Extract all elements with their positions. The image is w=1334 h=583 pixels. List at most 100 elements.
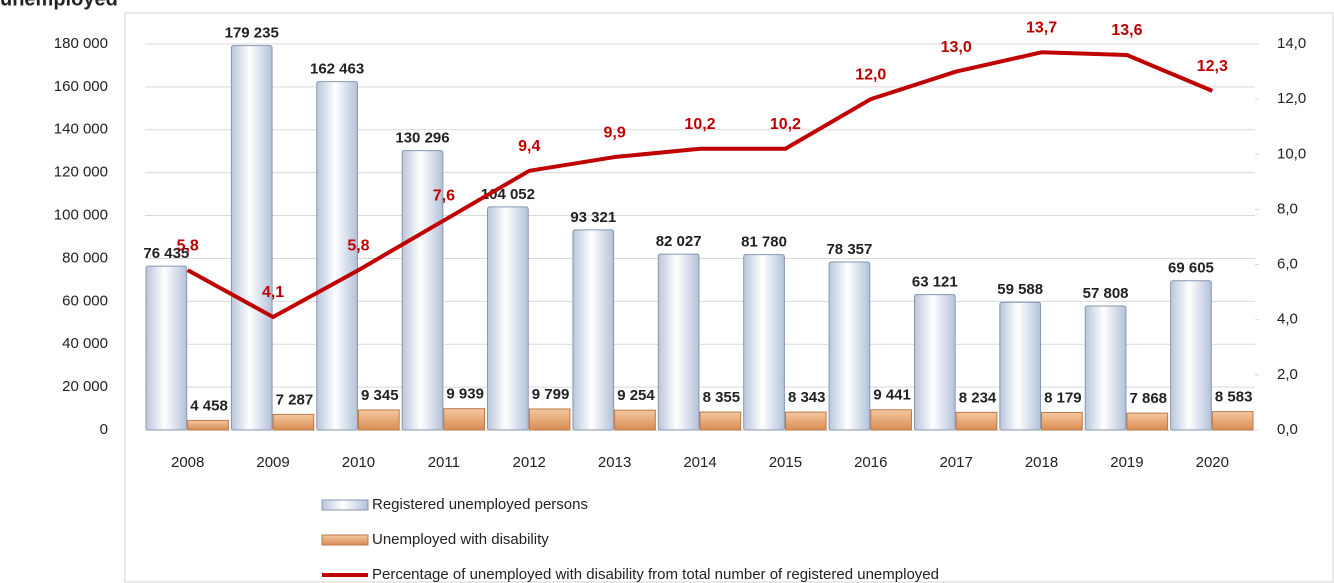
bar	[357, 409, 400, 431]
bar-label: 9 441	[873, 387, 911, 404]
line	[186, 50, 1214, 319]
y2-tick-label: 2,0	[1277, 366, 1298, 383]
bar-label: 9 939	[446, 386, 484, 403]
bar-label: 4 458	[190, 397, 228, 414]
y2-tick-label: 8,0	[1277, 200, 1298, 217]
line-label: 5,8	[347, 237, 369, 254]
bar	[699, 411, 742, 431]
bar-label: 9 345	[361, 387, 399, 404]
bar-label: 8 583	[1215, 389, 1253, 406]
x-tick-label: 2017	[939, 454, 972, 471]
bar	[187, 419, 229, 431]
x-tick-label: 2009	[256, 454, 289, 471]
y2-tick-label: 12,0	[1277, 90, 1306, 107]
bar	[316, 81, 358, 431]
y-tick-label: 40 000	[62, 335, 108, 352]
chart-title: unemployed	[0, 0, 118, 10]
bar	[487, 206, 529, 431]
x-tick-label: 2013	[598, 454, 631, 471]
bar-label: 7 868	[1129, 390, 1167, 407]
y-tick-label: 100 000	[54, 207, 108, 224]
x-tick-label: 2018	[1025, 454, 1058, 471]
y-tick-label: 20 000	[62, 378, 108, 395]
line-label: 12,0	[855, 66, 886, 83]
bar	[657, 253, 700, 431]
x-tick-label: 2019	[1110, 454, 1143, 471]
bar	[614, 409, 656, 431]
bar-label: 8 179	[1044, 389, 1082, 406]
line-label: 13,7	[1026, 19, 1057, 36]
line-label: 9,4	[518, 138, 540, 155]
bar	[443, 408, 486, 431]
bar	[1170, 280, 1212, 431]
bar-label: 9 799	[532, 386, 570, 403]
legend-swatch	[321, 499, 369, 511]
x-tick-label: 2016	[854, 454, 887, 471]
bar-label: 9 254	[617, 387, 655, 404]
line-label: 10,2	[684, 116, 715, 133]
bar	[145, 265, 188, 431]
y2-tick-label: 10,0	[1277, 145, 1306, 162]
legend-label: Unemployed with disability	[372, 531, 549, 548]
bar	[1084, 305, 1127, 431]
x-tick-label: 2011	[428, 454, 460, 471]
bar	[572, 229, 615, 431]
bar	[1126, 412, 1169, 431]
bar	[230, 45, 273, 431]
bar	[828, 261, 871, 431]
bar	[999, 301, 1042, 431]
legend-label: Percentage of unemployed with disability…	[372, 566, 939, 583]
bar-label: 130 296	[395, 130, 449, 147]
x-tick-label: 2008	[171, 454, 204, 471]
frame	[124, 12, 1334, 583]
line-label: 12,3	[1197, 58, 1228, 75]
y-tick-label: 0	[100, 421, 108, 438]
x-tick-label: 2020	[1196, 454, 1229, 471]
bar-label: 8 355	[703, 389, 741, 406]
bar-label: 179 235	[225, 25, 279, 42]
x-tick-label: 2015	[769, 454, 802, 471]
line-label: 13,6	[1111, 22, 1142, 39]
legend-label: Registered unemployed persons	[372, 496, 588, 513]
bar	[528, 408, 571, 431]
line-label: 5,8	[177, 237, 199, 254]
bar-label: 8 234	[959, 389, 997, 406]
x-tick-label: 2014	[683, 454, 716, 471]
bar	[401, 150, 444, 431]
bar	[1041, 411, 1083, 431]
line-label: 9,9	[603, 124, 625, 141]
bar	[1211, 411, 1254, 431]
y2-tick-label: 14,0	[1277, 35, 1306, 52]
bar	[870, 409, 912, 431]
bar-label: 93 321	[570, 209, 616, 226]
bar-label: 59 588	[997, 281, 1043, 298]
y-tick-label: 120 000	[54, 164, 108, 181]
legend-swatch	[321, 534, 369, 546]
bar	[913, 294, 956, 431]
y-tick-label: 80 000	[62, 249, 108, 266]
y2-tick-label: 0,0	[1277, 421, 1298, 438]
bar-label: 57 808	[1083, 285, 1129, 302]
bar	[784, 411, 827, 431]
bar	[272, 413, 315, 431]
bar-label: 162 463	[310, 61, 364, 78]
bar-label: 78 357	[826, 241, 872, 258]
bar	[743, 254, 785, 431]
x-tick-label: 2012	[513, 454, 546, 471]
y2-tick-label: 4,0	[1277, 311, 1298, 328]
y2-tick-label: 6,0	[1277, 256, 1298, 273]
bar-label: 8 343	[788, 389, 826, 406]
y-tick-label: 180 000	[54, 35, 108, 52]
bar-label: 69 605	[1168, 260, 1214, 277]
line-label: 10,2	[770, 116, 801, 133]
line-label: 4,1	[262, 284, 284, 301]
line-label: 13,0	[941, 39, 972, 56]
y-tick-label: 140 000	[54, 121, 108, 138]
bar-label: 76 435	[143, 245, 189, 262]
bar-label: 63 121	[912, 274, 958, 291]
bar-label: 7 287	[276, 391, 314, 408]
bar-label: 82 027	[656, 233, 702, 250]
bar	[955, 411, 998, 431]
y-tick-label: 160 000	[54, 78, 108, 95]
